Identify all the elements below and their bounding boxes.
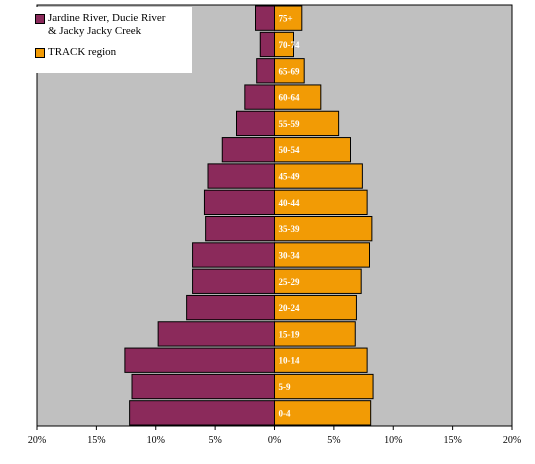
bar-left-35-39 bbox=[205, 216, 275, 242]
bar-right-60-64 bbox=[274, 84, 322, 110]
category-label-25-29: 25-29 bbox=[279, 277, 300, 287]
bar-left-0-4 bbox=[129, 400, 275, 426]
category-label-45-49: 45-49 bbox=[279, 172, 300, 182]
bar-right-0-4 bbox=[274, 400, 372, 426]
x-tick-label: 10% bbox=[147, 435, 165, 446]
bar-left-70-74 bbox=[259, 31, 275, 58]
bar-left-40-44 bbox=[203, 189, 275, 215]
x-tick-label: 20% bbox=[503, 435, 521, 446]
bar-left-45-49 bbox=[207, 163, 275, 189]
bar-left-25-29 bbox=[192, 268, 275, 294]
legend-swatch-left bbox=[35, 14, 45, 24]
bar-left-50-54 bbox=[221, 137, 275, 163]
bar-left-65-69 bbox=[256, 58, 275, 84]
legend-label-left: Jardine River, Ducie River & Jacky Jacky… bbox=[48, 12, 166, 37]
x-tick-label: 5% bbox=[208, 435, 221, 446]
bar-right-70-74 bbox=[274, 31, 294, 58]
category-label-70-74: 70-74 bbox=[279, 40, 300, 50]
x-tick-label: 15% bbox=[443, 435, 461, 446]
bar-left-10-14 bbox=[124, 347, 275, 373]
category-label-65-69: 65-69 bbox=[279, 66, 300, 76]
category-label-20-24: 20-24 bbox=[279, 303, 300, 313]
legend-swatch-right bbox=[35, 48, 45, 58]
x-tick-label: 5% bbox=[327, 435, 340, 446]
legend-item-right: TRACK region bbox=[35, 46, 116, 59]
bar-right-50-54 bbox=[274, 137, 351, 163]
bar-left-20-24 bbox=[186, 294, 275, 321]
category-label-35-39: 35-39 bbox=[279, 224, 300, 234]
bars-right-series bbox=[274, 5, 374, 426]
bar-right-75+ bbox=[274, 5, 303, 31]
legend: Jardine River, Ducie River & Jacky Jacky… bbox=[29, 7, 192, 73]
legend-item-left: Jardine River, Ducie River & Jacky Jacky… bbox=[35, 12, 165, 38]
legend-label-right: TRACK region bbox=[48, 46, 117, 58]
x-tick-label: 20% bbox=[28, 435, 46, 446]
category-label-0-4: 0-4 bbox=[279, 408, 291, 418]
bar-right-15-19 bbox=[274, 321, 356, 347]
bar-left-15-19 bbox=[157, 321, 275, 347]
category-label-75+: 75+ bbox=[279, 14, 293, 24]
bars-left-series bbox=[124, 5, 275, 426]
x-axis: 20% 15% 10% 5% 0% 5% 10% 15% 20% bbox=[28, 426, 521, 446]
bar-right-65-69 bbox=[274, 58, 305, 84]
x-tick-label: 0% bbox=[268, 435, 281, 446]
category-label-60-64: 60-64 bbox=[279, 93, 300, 103]
bar-right-20-24 bbox=[274, 294, 357, 321]
category-labels: 0-4 5-9 10-14 15-19 20-24 25-29 30-34 35-39 40-4… bbox=[279, 14, 300, 419]
bar-right-5-9 bbox=[274, 373, 374, 400]
bar-right-40-44 bbox=[274, 189, 368, 215]
x-tick-label: 10% bbox=[384, 435, 402, 446]
category-label-40-44: 40-44 bbox=[279, 198, 300, 208]
category-label-5-9: 5-9 bbox=[279, 382, 291, 392]
bar-right-35-39 bbox=[274, 216, 373, 242]
bar-left-55-59 bbox=[236, 110, 275, 137]
category-label-10-14: 10-14 bbox=[279, 356, 300, 366]
bar-left-60-64 bbox=[244, 84, 275, 110]
bar-left-5-9 bbox=[131, 373, 275, 400]
category-label-15-19: 15-19 bbox=[279, 329, 300, 339]
category-label-30-34: 30-34 bbox=[279, 250, 300, 260]
bar-right-30-34 bbox=[274, 242, 370, 268]
x-tick-label: 15% bbox=[87, 435, 105, 446]
bar-left-30-34 bbox=[192, 242, 275, 268]
bar-right-45-49 bbox=[274, 163, 363, 189]
bar-left-75+ bbox=[255, 5, 275, 31]
bar-right-25-29 bbox=[274, 268, 362, 294]
bar-right-10-14 bbox=[274, 347, 368, 373]
category-label-50-54: 50-54 bbox=[279, 145, 300, 155]
category-label-55-59: 55-59 bbox=[279, 119, 300, 129]
bar-right-55-59 bbox=[274, 110, 340, 137]
